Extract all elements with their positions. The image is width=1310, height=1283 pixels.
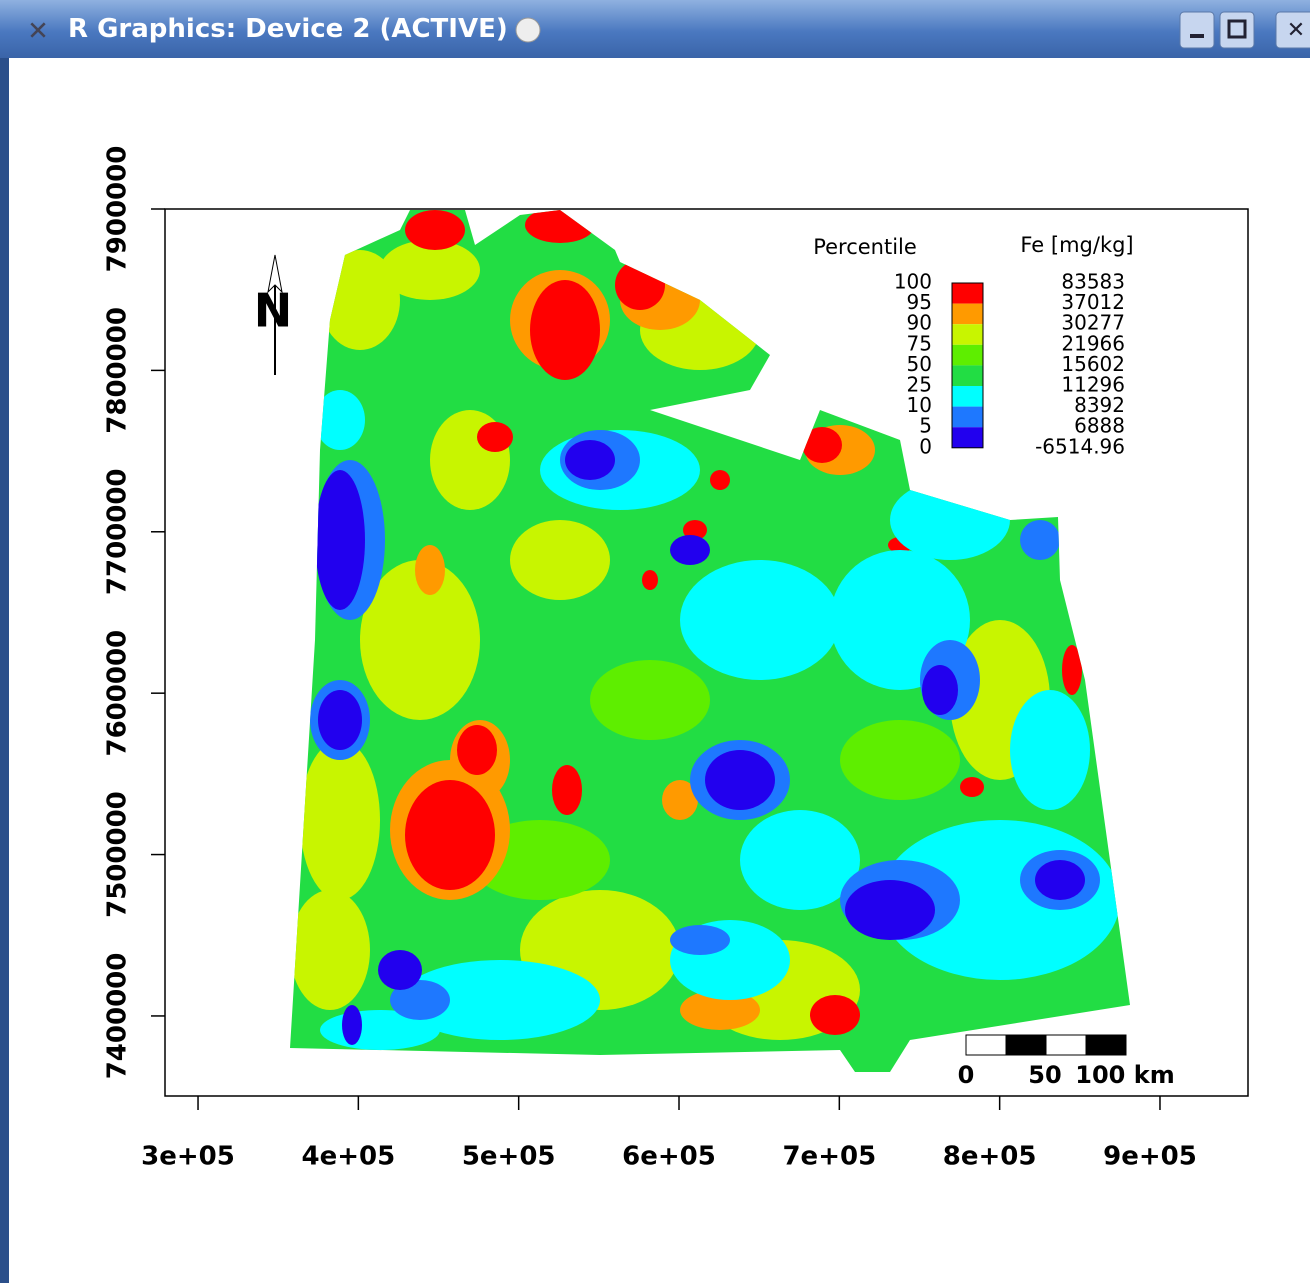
map-patch [510,520,610,600]
map-patch [405,210,465,250]
y-tick-label: 7400000 [103,953,133,1080]
legend-swatch [952,324,983,345]
map-patch [890,480,1010,560]
map-patch [615,260,665,310]
scale-label: 0 [958,1061,975,1089]
y-tick-label: 7700000 [103,468,133,595]
map-patch [290,890,370,1010]
scale-segment [1006,1035,1046,1055]
map-patch [315,470,365,610]
x-tick-label: 9e+05 [1103,1142,1197,1172]
x-tick-label: 4e+05 [302,1142,396,1172]
map-patch [457,725,497,775]
map-patch [565,440,615,480]
sticky-icon[interactable] [516,18,540,42]
scale-label: 50 [1028,1061,1061,1089]
legend-swatch [952,365,983,386]
x-tick-label: 5e+05 [462,1142,556,1172]
maximize-button[interactable] [1220,12,1254,48]
title-bar: ✕ ✕ R Graphics: Device 2 (ACTIVE) [0,0,1310,58]
legend-swatch [952,407,983,428]
plot: N Percentile Fe [mg/kg] 0 50 100 km 3e+0… [0,58,1310,1283]
map-patch [1010,690,1090,810]
scale-segment [1046,1035,1086,1055]
map-patch [300,740,380,900]
minimize-glyph [1190,34,1204,38]
scale-label: 100 km [1075,1061,1174,1089]
map-patch [1020,520,1060,560]
y-tick-label: 7900000 [103,146,133,273]
map-patch [802,427,842,463]
x-logo: ✕ [27,17,49,47]
legend-swatch [952,283,983,304]
map-patch [415,545,445,595]
x-tick-label: 6e+05 [622,1142,716,1172]
x-tick-label: 3e+05 [141,1142,235,1172]
y-tick-label: 7500000 [103,791,133,918]
map-patch [1035,860,1085,900]
map-patch [680,560,840,680]
map-patch [670,925,730,955]
north-label: N [254,284,293,338]
map-patch [552,765,582,815]
map-patch [845,880,935,940]
legend-percentile-title: Percentile [813,235,917,259]
legend-swatch [952,386,983,407]
y-tick-label: 7600000 [103,630,133,757]
x-tick-label: 7e+05 [782,1142,876,1172]
map-patch [710,470,730,490]
legend-value: -6514.96 [1035,434,1125,458]
scale-bar: 0 50 100 km [958,1035,1175,1089]
map-field [280,200,1150,1080]
map-patch [642,570,658,590]
legend-value-title: Fe [mg/kg] [1020,233,1133,257]
legend-swatch [952,304,983,325]
map-patch [405,780,495,890]
map-patch [525,207,595,243]
scale-segment [966,1035,1006,1055]
map-patch [1062,645,1082,695]
map-patch [318,690,362,750]
map-patch [840,720,960,800]
map-patch [590,660,710,740]
map-patch [315,390,365,450]
map-patch [922,665,958,715]
y-tick-label: 7800000 [103,307,133,434]
x-tick-label: 8e+05 [943,1142,1037,1172]
north-arrow: N [254,255,293,375]
scale-segment [1086,1035,1126,1055]
map-patch [378,950,422,990]
legend-swatch [952,427,983,448]
map-patch [477,422,513,452]
map-patch [810,995,860,1035]
map-patch [705,750,775,810]
map-patch [960,777,984,797]
legend-swatch [952,345,983,366]
r-graphics-window: ✕ ✕ R Graphics: Device 2 (ACTIVE) N Perc… [0,0,1310,1283]
close-glyph: ✕ [1287,18,1305,43]
map-patch [530,280,600,380]
minimize-button[interactable] [1180,12,1214,48]
map-patch [342,1005,362,1045]
map-patch [670,535,710,565]
window-title: R Graphics: Device 2 (ACTIVE) [68,14,508,44]
legend-percentile: 0 [919,434,932,458]
